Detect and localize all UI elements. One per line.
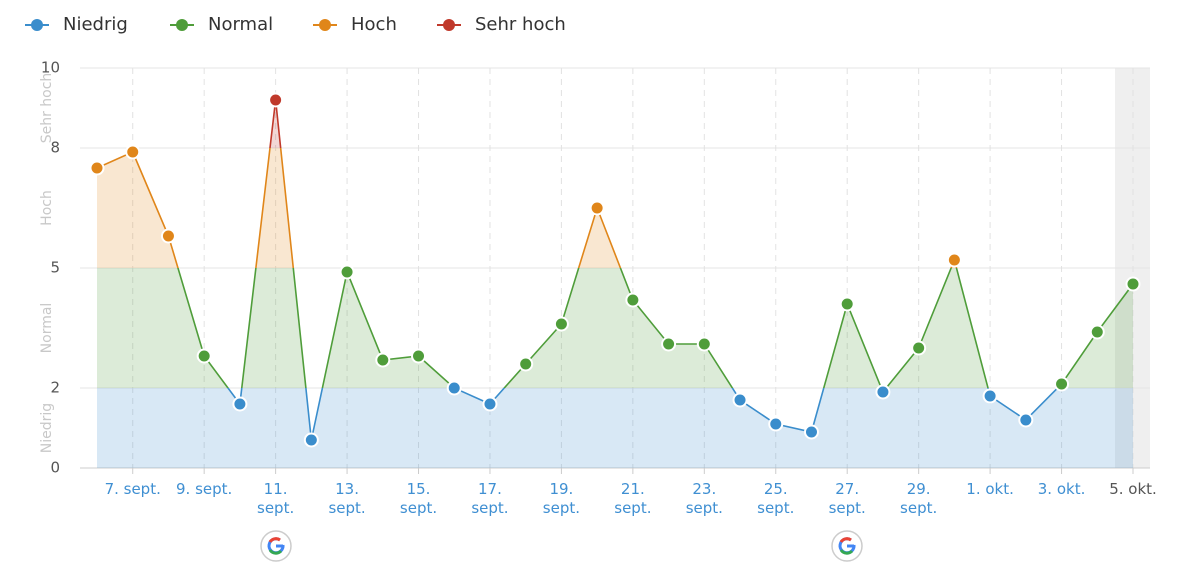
point [982, 388, 998, 404]
legend-item: Niedrig [25, 12, 128, 38]
point [160, 228, 176, 244]
x-tick-label: 5. okt. [1109, 480, 1157, 498]
legend-item: Sehr hoch [437, 12, 566, 38]
point [875, 384, 891, 400]
point [518, 356, 534, 372]
point [803, 424, 819, 440]
point [446, 380, 462, 396]
point [589, 200, 605, 216]
point [1089, 324, 1105, 340]
y-tick-label: 8 [50, 139, 60, 157]
x-tick-label: 1. okt. [966, 480, 1014, 498]
legend-marker [313, 19, 337, 31]
legend-marker [170, 19, 194, 31]
legend-marker [437, 19, 461, 31]
area [97, 148, 957, 268]
point [303, 432, 319, 448]
x-tick-label: 15. sept. [399, 480, 438, 517]
point [482, 396, 498, 412]
y-tick-label: 10 [41, 59, 60, 77]
x-tick-label: 25. sept. [757, 480, 795, 517]
point [1125, 276, 1141, 292]
line [177, 268, 1134, 388]
point [839, 296, 855, 312]
point [196, 348, 212, 364]
point [125, 144, 141, 160]
x-tick-label: 23. sept. [685, 480, 723, 517]
google-update-icon [831, 530, 863, 562]
point [1054, 376, 1070, 392]
band-label: Hoch [39, 190, 55, 226]
band-label: Niedrig [39, 403, 55, 453]
x-tick-label: 19. sept. [542, 480, 581, 517]
area [97, 388, 1133, 468]
point [696, 336, 712, 352]
point [732, 392, 748, 408]
point [553, 316, 569, 332]
x-tick-label: 27. sept. [828, 480, 866, 517]
y-tick-label: 5 [50, 259, 60, 277]
x-tick-label: 29. sept. [900, 480, 938, 517]
point [89, 160, 105, 176]
google-update-icon [260, 530, 292, 562]
y-tick-label: 2 [50, 379, 60, 397]
point [375, 352, 391, 368]
x-tick-label: 9. sept. [176, 480, 233, 498]
x-tick-label: 21. sept. [614, 480, 652, 517]
y-tick-label: 0 [50, 459, 60, 477]
point [946, 252, 962, 268]
point [268, 92, 284, 108]
x-tick-label: 11. sept. [257, 480, 295, 517]
legend-item: Hoch [313, 12, 397, 38]
band-label: Normal [39, 303, 55, 354]
legend-item: Normal [170, 12, 273, 38]
area [97, 268, 1133, 388]
point [1018, 412, 1034, 428]
area [269, 100, 281, 148]
line [96, 148, 958, 268]
point [911, 340, 927, 356]
point [768, 416, 784, 432]
x-tick-label: 7. sept. [104, 480, 161, 498]
band-label: Sehr hoch [39, 73, 55, 144]
x-tick-label: 17. sept. [471, 480, 509, 517]
point [411, 348, 427, 364]
point [339, 264, 355, 280]
point [232, 396, 248, 412]
point [661, 336, 677, 352]
legend-marker [25, 19, 49, 31]
x-tick-label: 13. sept. [328, 480, 366, 517]
x-tick-label: 3. okt. [1037, 480, 1086, 498]
point [625, 292, 641, 308]
